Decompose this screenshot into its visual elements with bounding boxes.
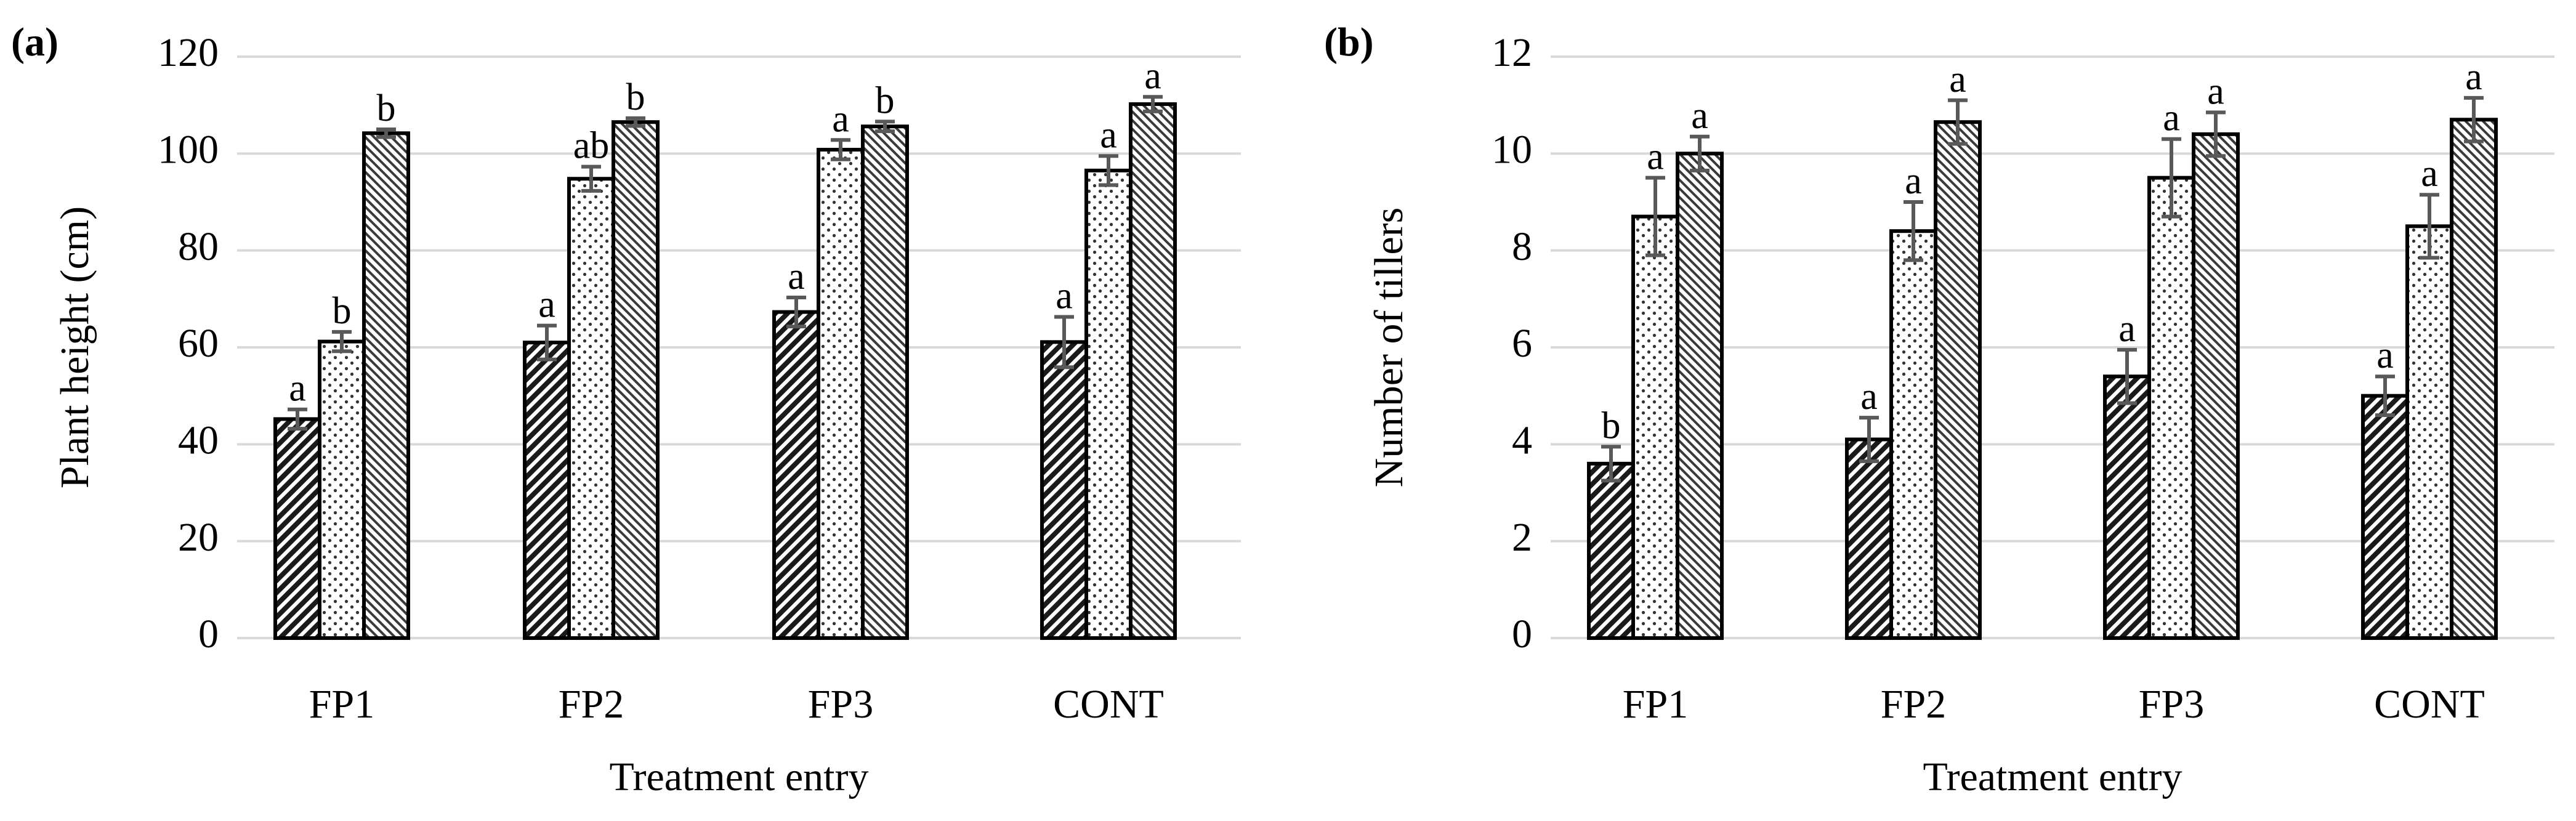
- bar: [1040, 340, 1088, 640]
- panel-a-xlabel: Treatment entry: [610, 754, 869, 799]
- significance-letter: b: [626, 76, 645, 118]
- y-tick-label: 0: [198, 612, 219, 657]
- x-tick-label: FP3: [2139, 682, 2204, 727]
- bar: [772, 310, 820, 641]
- significance-letter: b: [377, 87, 396, 129]
- x-tick-label: CONT: [1053, 682, 1164, 727]
- bar: [1129, 102, 1177, 641]
- bar: [2103, 374, 2151, 640]
- significance-letter: a: [1905, 160, 1922, 202]
- bar: [1889, 229, 1937, 640]
- significance-letter: a: [1691, 95, 1708, 137]
- bar: [523, 341, 571, 641]
- significance-letter: a: [1056, 275, 1073, 317]
- x-tick-label: FP3: [808, 682, 873, 727]
- y-tick-label: 8: [1512, 224, 1532, 269]
- panel-a-xticks: FP1 FP2 FP3 CONT: [309, 682, 1164, 727]
- y-tick-label: 0: [1512, 612, 1532, 657]
- panel-b-ylabel: Number of tillers: [1367, 208, 1411, 488]
- bar: [1845, 437, 1893, 640]
- panel-b-xticks: FP1 FP2 FP3 CONT: [1623, 682, 2485, 727]
- significance-letter: a: [2465, 56, 2482, 98]
- significance-letter: a: [538, 284, 555, 326]
- bar: [567, 177, 615, 640]
- significance-letter: a: [1949, 59, 1966, 100]
- y-tick-label: 20: [178, 515, 219, 560]
- bar: [817, 148, 865, 641]
- x-tick-label: FP1: [309, 682, 374, 727]
- bar: [273, 417, 321, 641]
- y-tick-label: 80: [178, 224, 219, 269]
- y-tick-label: 4: [1512, 418, 1532, 463]
- x-tick-label: FP1: [1623, 682, 1688, 727]
- significance-letter: a: [1647, 136, 1664, 178]
- panel-b-xlabel: Treatment entry: [1923, 754, 2182, 799]
- significance-letter: a: [2163, 97, 2180, 139]
- y-tick-label: 40: [178, 418, 219, 463]
- y-tick-label: 60: [178, 321, 219, 366]
- bar: [2192, 132, 2240, 641]
- bar: [2450, 118, 2498, 640]
- bar: [1934, 120, 1982, 640]
- x-tick-label: FP2: [1881, 682, 1946, 727]
- panel-a: (a) Plant height (cm) Treatment entry 0 2…: [11, 20, 1241, 799]
- bar: [861, 124, 909, 640]
- y-tick-label: 120: [158, 30, 219, 75]
- bar: [318, 339, 366, 640]
- panel-a-ylabel: Plant height (cm): [52, 206, 97, 488]
- significance-letter: ab: [573, 125, 610, 167]
- bar: [2405, 224, 2453, 641]
- bar: [1676, 152, 1724, 641]
- x-tick-label: CONT: [2374, 682, 2485, 727]
- significance-letter: b: [1602, 405, 1621, 447]
- panel-b-label: (b): [1324, 20, 1374, 65]
- bar: [1587, 461, 1635, 640]
- bar: [612, 120, 660, 640]
- significance-letter: a: [1144, 55, 1161, 97]
- significance-letter: b: [876, 79, 895, 121]
- panel-a-yticks: 0 20 40 60 80 100 120: [158, 30, 219, 657]
- y-tick-label: 10: [1492, 127, 1532, 172]
- y-tick-label: 2: [1512, 515, 1532, 560]
- bar: [2147, 176, 2195, 640]
- bar: [362, 131, 410, 640]
- significance-letter: a: [788, 256, 805, 297]
- bar: [2361, 394, 2409, 641]
- significance-letter: a: [832, 98, 849, 140]
- significance-letter: a: [1860, 376, 1878, 418]
- significance-letter: a: [2207, 70, 2224, 112]
- panel-a-label: (a): [11, 20, 59, 65]
- bar: [1084, 168, 1133, 641]
- significance-letter: a: [2118, 308, 2136, 350]
- panel-b-yticks: 0 2 4 6 8 10 12: [1492, 30, 1532, 657]
- significance-letter: a: [2421, 153, 2438, 195]
- significance-letter: b: [333, 290, 352, 332]
- bar: [1631, 214, 1679, 641]
- significance-letter: a: [1100, 114, 1117, 156]
- y-tick-label: 12: [1492, 30, 1532, 75]
- y-tick-label: 6: [1512, 321, 1532, 366]
- significance-letter: a: [2376, 334, 2394, 376]
- panel-b: (b) Number of tillers Treatment entry 0 2…: [1324, 20, 2554, 799]
- significance-letter: a: [289, 368, 306, 410]
- y-tick-label: 100: [158, 127, 219, 172]
- x-tick-label: FP2: [559, 682, 624, 727]
